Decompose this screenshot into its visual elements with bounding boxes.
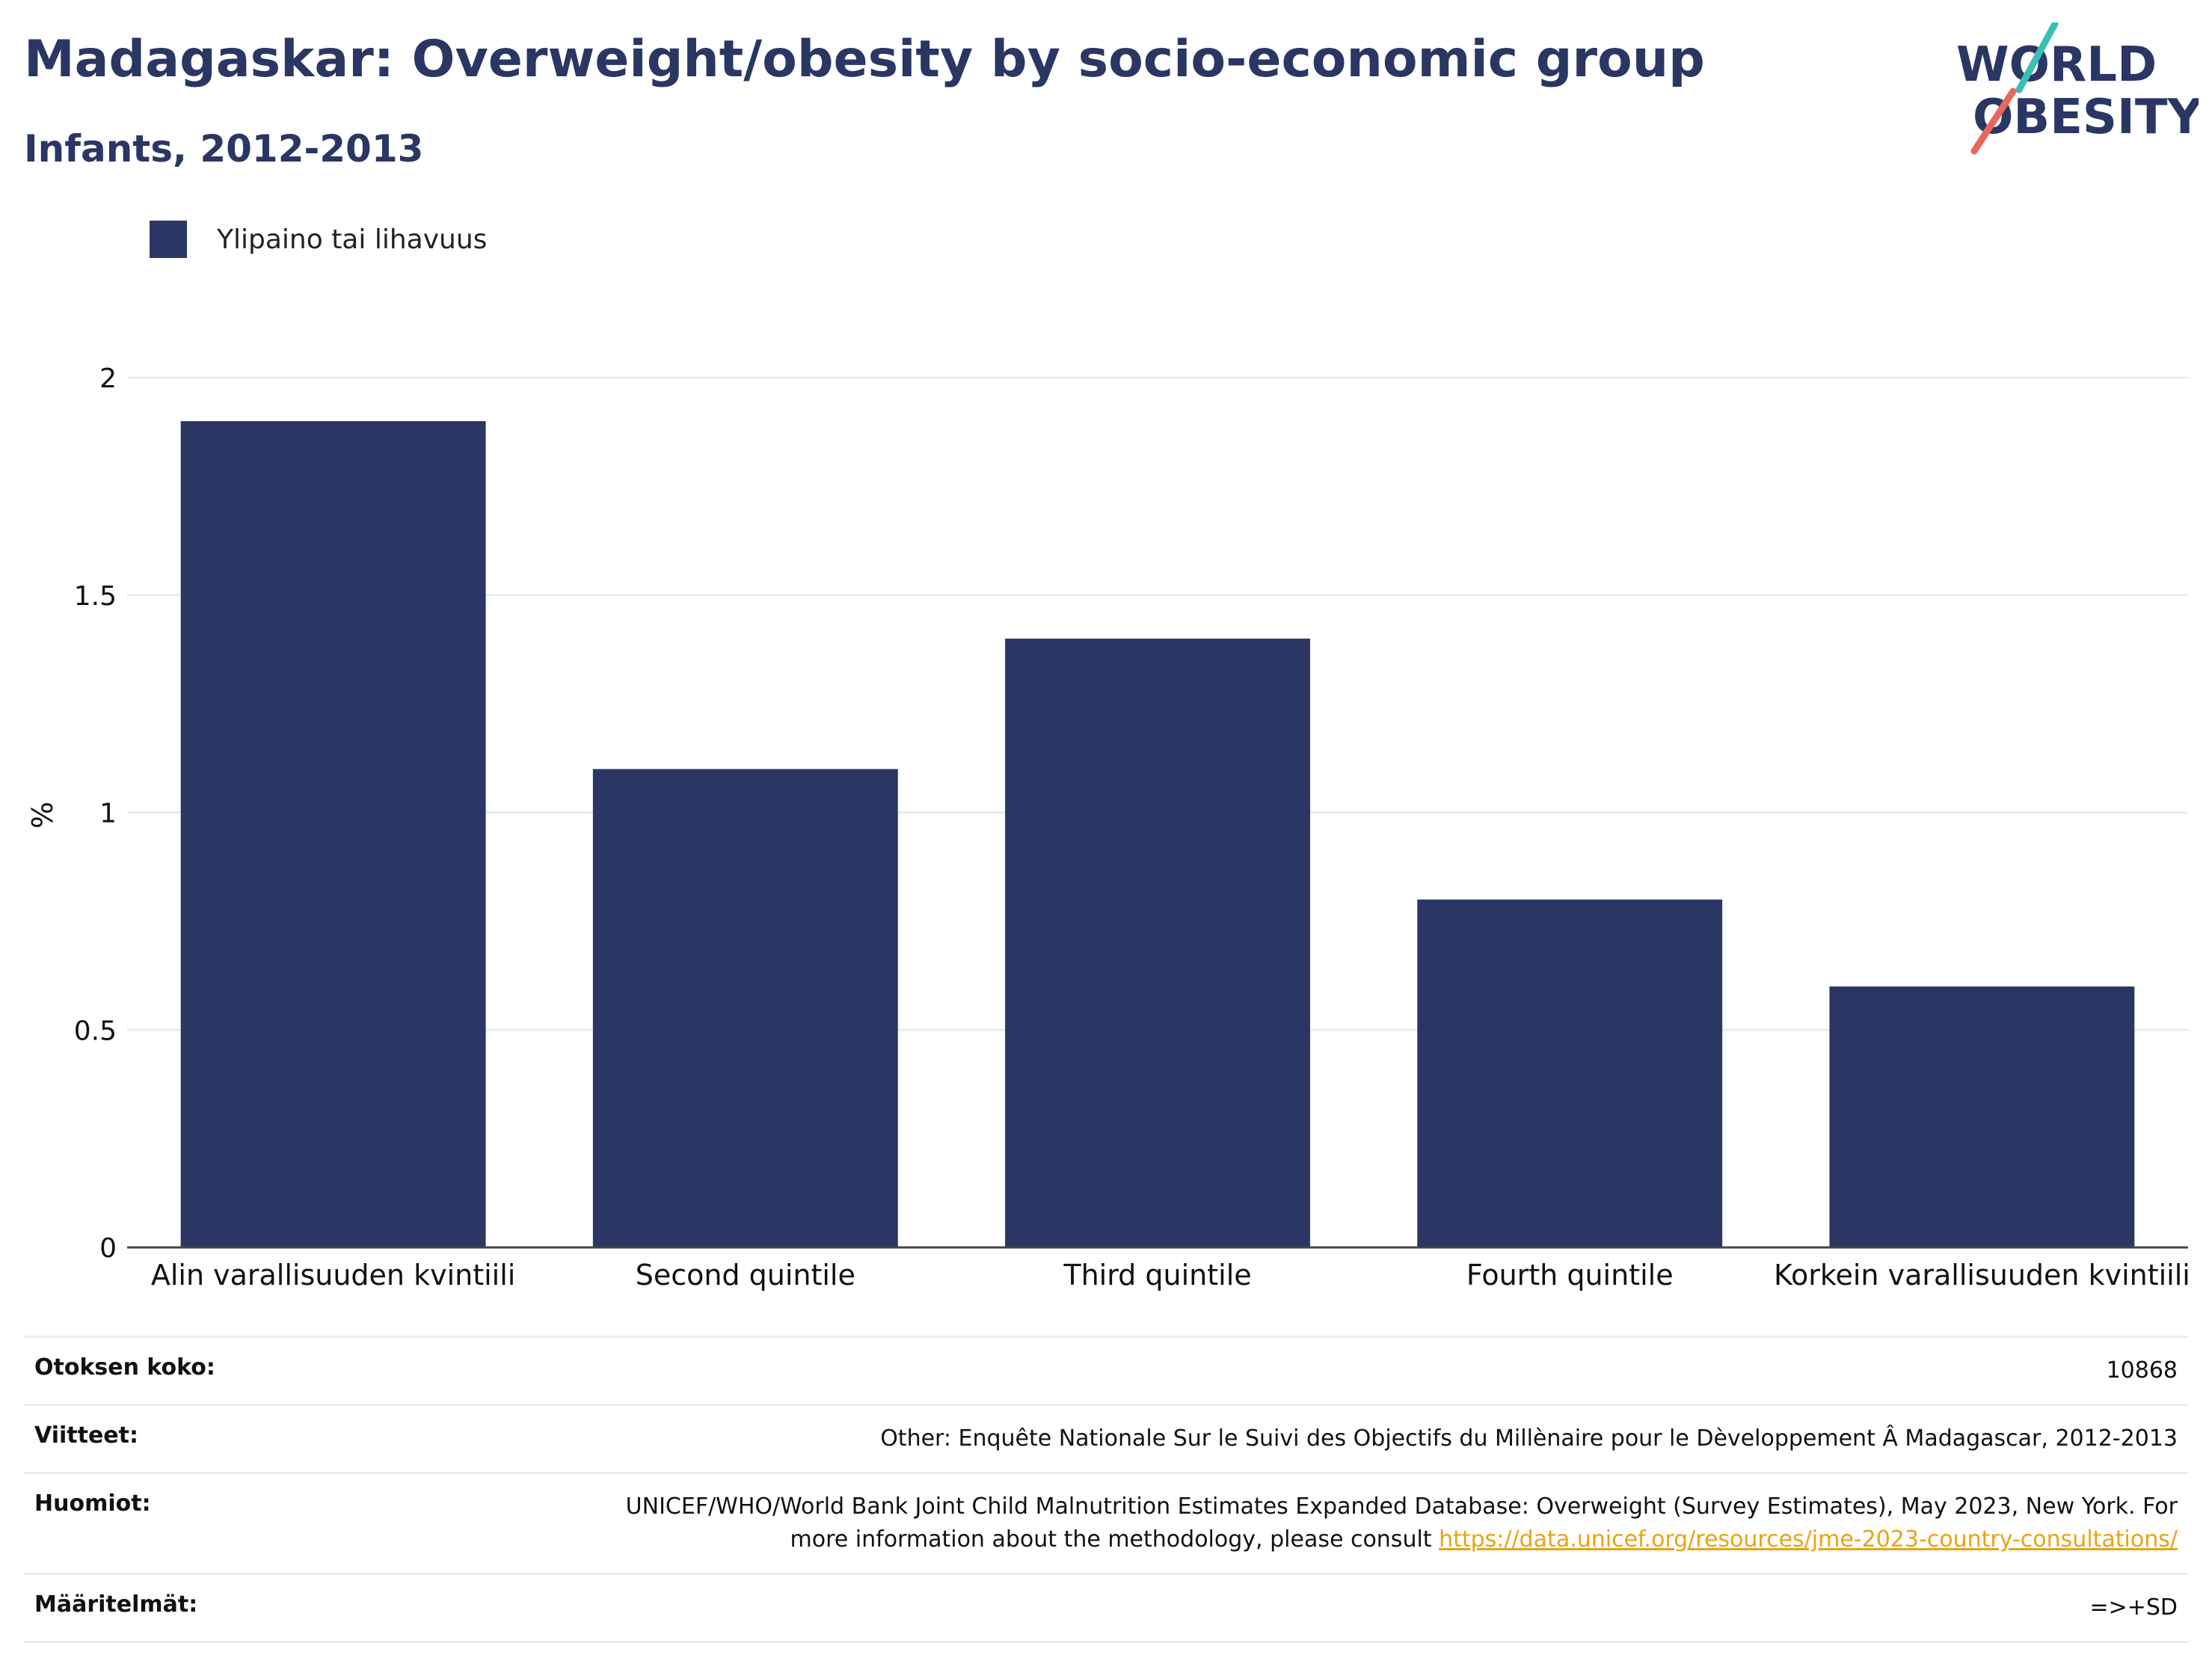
bar: [592, 769, 898, 1247]
references-value: Other: Enquête Nationale Sur le Suivi de…: [880, 1425, 2178, 1452]
y-tick-label: 0.5: [74, 1016, 117, 1046]
bar: [1005, 638, 1310, 1247]
references-label: Viitteet:: [34, 1422, 138, 1449]
y-tick-label: 1: [99, 799, 117, 829]
x-tick-label: Korkein varallisuuden kvintiili: [1774, 1259, 2190, 1292]
x-tick-label: Fourth quintile: [1466, 1259, 1674, 1292]
y-tick-label: 0: [99, 1233, 117, 1264]
methodology-link[interactable]: https://data.unicef.org/resources/jme-20…: [1439, 1526, 2178, 1553]
logo-slash-coral: [1970, 87, 2017, 155]
x-tick-label: Alin varallisuuden kvintiili: [151, 1259, 516, 1292]
axes: 0 0.5 1 1.5 2 Alin varallisuuden kvintiili Sec…: [74, 363, 2190, 1292]
logo-word-world: WORLD: [1956, 37, 2157, 93]
y-tick-label: 2: [99, 363, 117, 394]
meta-row-definitions: Määritelmät: =>+SD: [24, 1573, 2188, 1643]
legend-label: Ylipaino tai lihavuus: [217, 224, 488, 255]
meta-row-references: Viitteet: Other: Enquête Nationale Sur l…: [24, 1404, 2188, 1472]
meta-row-notes: Huomiot: UNICEF/WHO/World Bank Joint Chi…: [24, 1472, 2188, 1573]
definitions-value: =>+SD: [2089, 1594, 2178, 1621]
y-tick-label: 1.5: [74, 581, 117, 612]
definitions-label: Määritelmät:: [34, 1591, 198, 1618]
meta-row-sample: Otoksen koko: 10868: [24, 1336, 2188, 1404]
bars: [180, 421, 2135, 1247]
notes-label: Huomiot:: [34, 1490, 151, 1517]
sample-size-label: Otoksen koko:: [34, 1354, 215, 1381]
bar-chart: 0 0.5 1 1.5 2 Alin varallisuuden kvintiili Sec…: [26, 363, 2190, 1292]
bar: [180, 421, 486, 1247]
chart-legend: Ylipaino tai lihavuus: [150, 221, 487, 258]
x-tick-label: Third quintile: [1063, 1259, 1251, 1292]
chart-subtitle: Infants, 2012-2013: [24, 127, 424, 171]
world-obesity-logo: WORLD OBESITY: [1956, 22, 2199, 155]
sample-size-value: 10868: [2106, 1357, 2178, 1384]
metadata-table: Otoksen koko: 10868 Viitteet: Other: Enq…: [24, 1336, 2188, 1643]
chart-title: Madagaskar: Overweight/obesity by socio-…: [24, 30, 1705, 89]
x-tick-label: Second quintile: [636, 1259, 855, 1292]
notes-value: UNICEF/WHO/World Bank Joint Child Malnut…: [607, 1490, 2178, 1556]
bar: [1829, 986, 2135, 1247]
legend-swatch: [150, 221, 187, 258]
bar: [1417, 899, 1723, 1247]
notes-text: UNICEF/WHO/World Bank Joint Child Malnut…: [625, 1493, 2178, 1553]
y-axis-label: %: [26, 802, 59, 829]
logo-slash-teal: [2015, 22, 2059, 93]
